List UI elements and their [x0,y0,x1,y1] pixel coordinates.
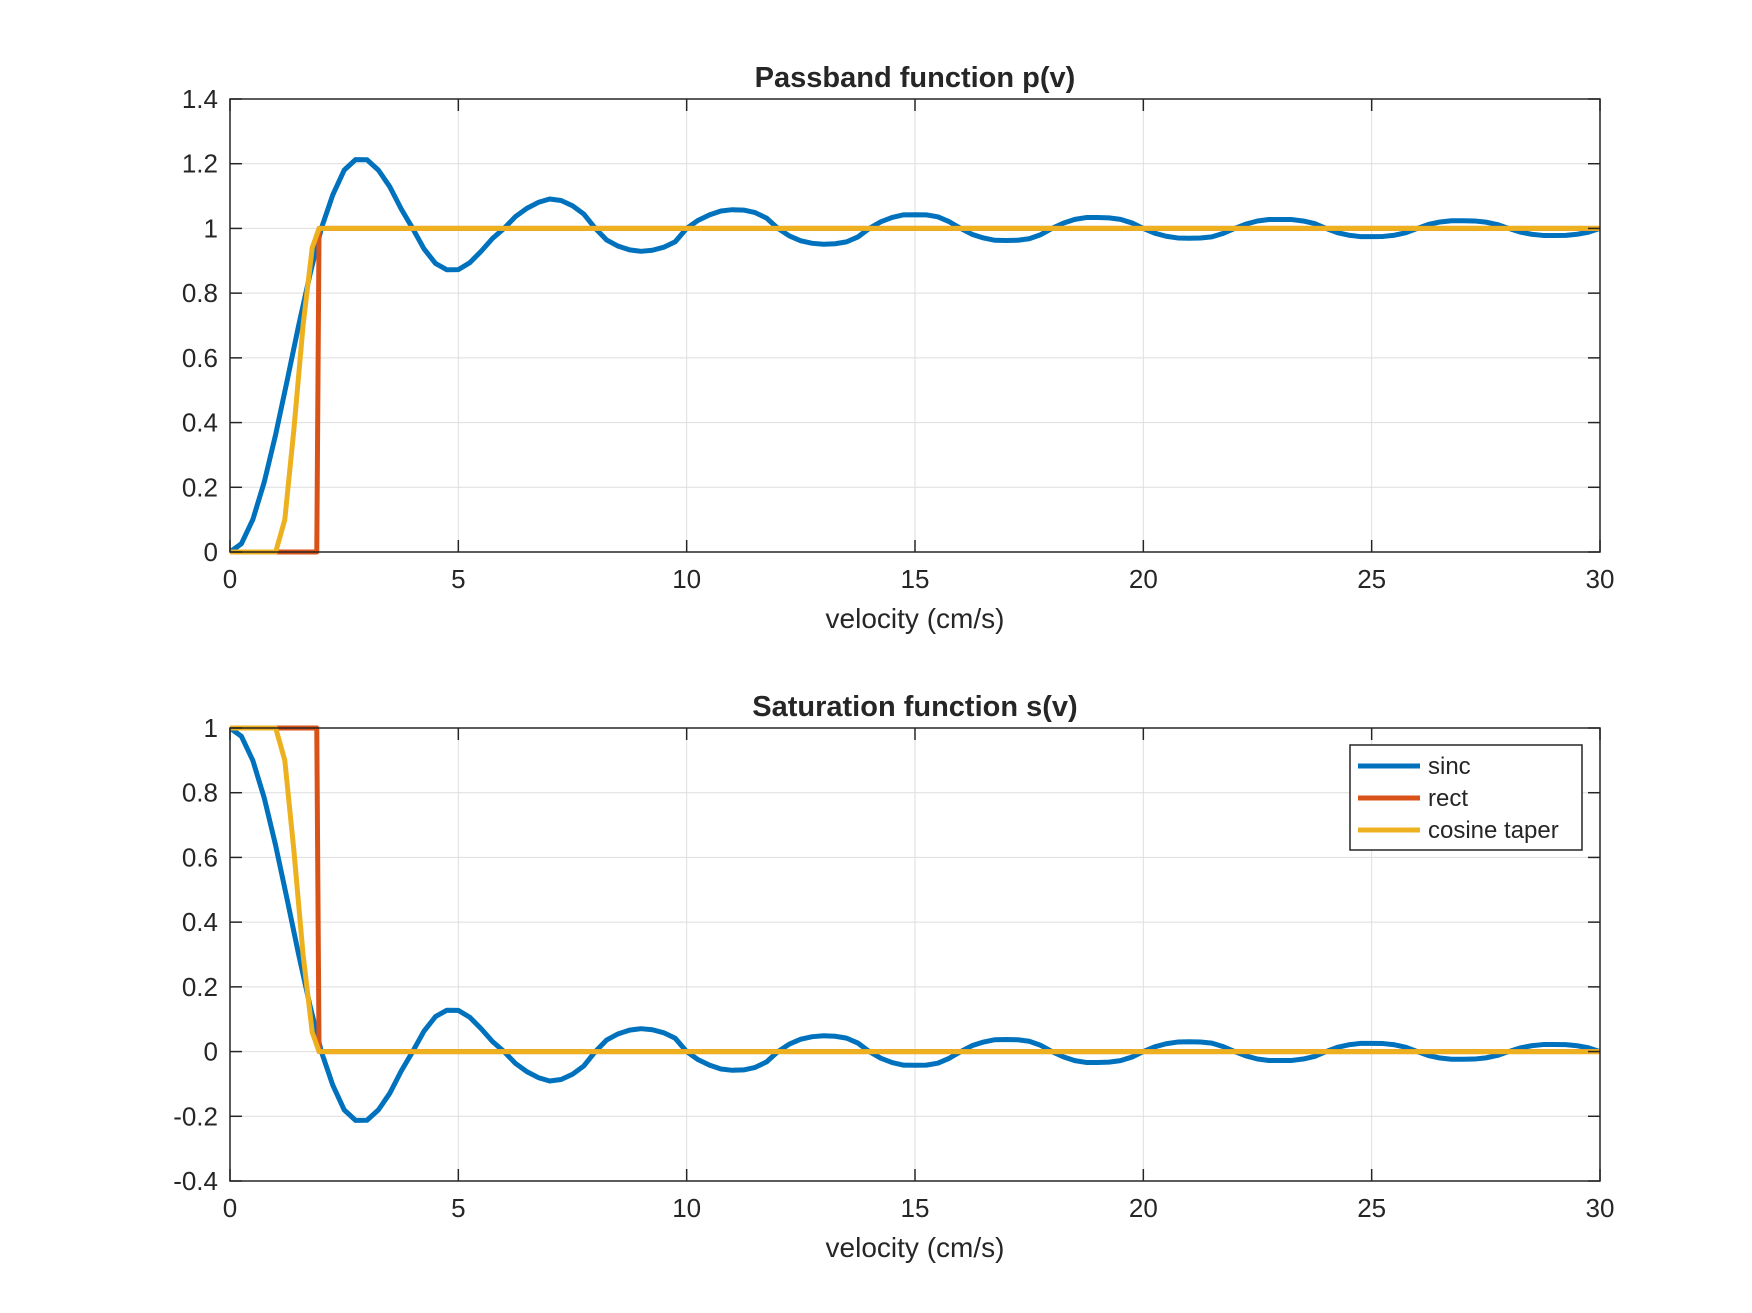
passband-ytick-label: 1 [204,213,218,243]
legend-label-sinc: sinc [1428,753,1471,780]
passband-xtick-label: 15 [901,564,930,594]
saturation-xtick-label: 5 [451,1193,465,1223]
passband-xtick-label: 10 [672,564,701,594]
saturation-xtick-label: 25 [1357,1193,1386,1223]
passband-xtick-label: 20 [1129,564,1158,594]
passband-xtick-label: 5 [451,564,465,594]
passband-series-sinc [230,157,1600,555]
saturation-xlabel: velocity (cm/s) [826,1232,1005,1263]
saturation-xtick-label: 0 [223,1193,237,1223]
passband-grid [229,98,1601,553]
passband-xtick-label: 25 [1357,564,1386,594]
saturation-ytick-label: 0.6 [182,842,218,872]
legend-label-cosine-taper: cosine taper [1428,817,1559,844]
passband-ytick-label: 1.2 [182,149,218,179]
saturation-ytick-label: 1 [204,713,218,743]
passband-xlabel: velocity (cm/s) [826,603,1005,634]
saturation-ytick-label: 0.4 [182,907,218,937]
passband-axes: 0 5 10 15 20 25 30 0 0.2 0.4 0.6 0.8 1 1.2 1.4 Passban… [182,62,1615,634]
passband-ytick-label: 1.4 [182,84,218,114]
saturation-ytick-label: 0 [204,1037,218,1067]
saturation-xtick-label: 20 [1129,1193,1158,1223]
saturation-ytick-label: 0.8 [182,778,218,808]
passband-ytick-label: 0.2 [182,472,218,502]
passband-ytick-label: 0.8 [182,278,218,308]
saturation-ytick-label: -0.2 [173,1101,218,1131]
passband-xtick-label: 30 [1586,564,1615,594]
saturation-ytick-label: 0.2 [182,972,218,1002]
saturation-title: Saturation function s(v) [752,691,1077,723]
saturation-axes: 0 5 10 15 20 25 30 -0.4 -0.2 0 0.2 0.4 0.6 0.8 1 Satur… [173,691,1614,1263]
saturation-series-sinc [230,725,1600,1123]
saturation-xtick-label: 15 [901,1193,930,1223]
legend-label-rect: rect [1428,785,1468,812]
saturation-xtick-label: 10 [672,1193,701,1223]
passband-title: Passband function p(v) [755,62,1076,94]
passband-ytick-label: 0 [204,537,218,567]
saturation-ytick-label: -0.4 [173,1166,218,1196]
passband-ytick-label: 0.4 [182,408,218,438]
legend: sinc rect cosine taper [1349,744,1583,851]
passband-xtick-label: 0 [223,564,237,594]
saturation-xtick-label: 30 [1586,1193,1615,1223]
saturation-ticks: 0 5 10 15 20 25 30 -0.4 -0.2 0 0.2 0.4 0.6 0.8 1 [173,713,1614,1223]
passband-ticks: 0 5 10 15 20 25 30 0 0.2 0.4 0.6 0.8 1 1.2 1.4 [182,84,1615,594]
passband-ytick-label: 0.6 [182,343,218,373]
